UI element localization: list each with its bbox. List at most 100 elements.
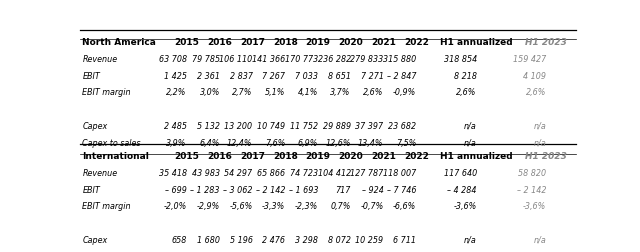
Text: 10 259: 10 259: [355, 235, 383, 244]
Text: 79 785: 79 785: [192, 55, 220, 64]
Text: -2,3%: -2,3%: [295, 202, 318, 211]
Text: 236 282: 236 282: [317, 55, 351, 64]
Text: 7,5%: 7,5%: [396, 138, 416, 147]
Text: International: International: [83, 152, 149, 161]
Text: 5 132: 5 132: [197, 121, 220, 130]
Text: 2021: 2021: [371, 152, 396, 161]
Text: n/a: n/a: [464, 138, 477, 147]
Text: 2018: 2018: [273, 38, 298, 47]
Text: Revenue: Revenue: [83, 168, 118, 177]
Text: -2,9%: -2,9%: [196, 202, 220, 211]
Text: 12,4%: 12,4%: [227, 138, 253, 147]
Text: -3,3%: -3,3%: [262, 202, 285, 211]
Text: EBIT: EBIT: [83, 185, 100, 194]
Text: 7 271: 7 271: [360, 71, 383, 80]
Text: 2 476: 2 476: [262, 235, 285, 244]
Text: EBIT margin: EBIT margin: [83, 88, 131, 97]
Text: n/a: n/a: [534, 235, 547, 244]
Text: – 7 746: – 7 746: [387, 185, 416, 194]
Text: 7 267: 7 267: [262, 71, 285, 80]
Text: 2,6%: 2,6%: [363, 88, 383, 97]
Text: 315 880: 315 880: [383, 55, 416, 64]
Text: 74 723: 74 723: [290, 168, 318, 177]
Text: 0,7%: 0,7%: [330, 202, 351, 211]
Text: 13 200: 13 200: [225, 121, 253, 130]
Text: – 699: – 699: [164, 185, 187, 194]
Text: 2019: 2019: [305, 152, 331, 161]
Text: 2020: 2020: [339, 38, 363, 47]
Text: 6 711: 6 711: [394, 235, 416, 244]
Text: 7 033: 7 033: [295, 71, 318, 80]
Text: 3,9%: 3,9%: [166, 138, 187, 147]
Text: 318 854: 318 854: [444, 55, 477, 64]
Text: 2021: 2021: [371, 38, 396, 47]
Text: n/a: n/a: [464, 235, 477, 244]
Text: 3,0%: 3,0%: [200, 88, 220, 97]
Text: 2019: 2019: [305, 38, 331, 47]
Text: 12,6%: 12,6%: [325, 138, 351, 147]
Text: 2 361: 2 361: [197, 71, 220, 80]
Text: 2020: 2020: [339, 152, 363, 161]
Text: 54 297: 54 297: [225, 168, 253, 177]
Text: 6,9%: 6,9%: [298, 138, 318, 147]
Text: 5 196: 5 196: [230, 235, 253, 244]
Text: 43 983: 43 983: [192, 168, 220, 177]
Text: Capex to sales: Capex to sales: [83, 138, 141, 147]
Text: – 1 693: – 1 693: [289, 185, 318, 194]
Text: 29 889: 29 889: [323, 121, 351, 130]
Text: 2015: 2015: [174, 152, 199, 161]
Text: 2 837: 2 837: [230, 71, 253, 80]
Text: 4 109: 4 109: [524, 71, 547, 80]
Text: 8 218: 8 218: [454, 71, 477, 80]
Text: -0,7%: -0,7%: [360, 202, 383, 211]
Text: 117 640: 117 640: [444, 168, 477, 177]
Text: EBIT margin: EBIT margin: [83, 202, 131, 211]
Text: 6,4%: 6,4%: [200, 138, 220, 147]
Text: n/a: n/a: [534, 138, 547, 147]
Text: 104 412: 104 412: [317, 168, 351, 177]
Text: 8 651: 8 651: [328, 71, 351, 80]
Text: n/a: n/a: [464, 121, 477, 130]
Text: 170 773: 170 773: [285, 55, 318, 64]
Text: 127 787: 127 787: [350, 168, 383, 177]
Text: -3,6%: -3,6%: [454, 202, 477, 211]
Text: -2,0%: -2,0%: [163, 202, 187, 211]
Text: 5,1%: 5,1%: [265, 88, 285, 97]
Text: – 1 283: – 1 283: [190, 185, 220, 194]
Text: 2015: 2015: [174, 38, 199, 47]
Text: 13,4%: 13,4%: [358, 138, 383, 147]
Text: 65 866: 65 866: [257, 168, 285, 177]
Text: 658: 658: [172, 235, 187, 244]
Text: H1 2023: H1 2023: [525, 152, 567, 161]
Text: 2,6%: 2,6%: [456, 88, 477, 97]
Text: 2022: 2022: [404, 38, 429, 47]
Text: 11 752: 11 752: [290, 121, 318, 130]
Text: -0,9%: -0,9%: [393, 88, 416, 97]
Text: Capex: Capex: [83, 235, 108, 244]
Text: – 2 142: – 2 142: [256, 185, 285, 194]
Text: 58 820: 58 820: [518, 168, 547, 177]
Text: 279 833: 279 833: [350, 55, 383, 64]
Text: – 4 284: – 4 284: [447, 185, 477, 194]
Text: 3,7%: 3,7%: [330, 88, 351, 97]
Text: 2017: 2017: [240, 38, 265, 47]
Text: 2,2%: 2,2%: [166, 88, 187, 97]
Text: H1 annualized: H1 annualized: [440, 38, 513, 47]
Text: -3,6%: -3,6%: [523, 202, 547, 211]
Text: 141 366: 141 366: [252, 55, 285, 64]
Text: 63 708: 63 708: [159, 55, 187, 64]
Text: 1 425: 1 425: [164, 71, 187, 80]
Text: H1 annualized: H1 annualized: [440, 152, 513, 161]
Text: – 2 142: – 2 142: [516, 185, 547, 194]
Text: 8 072: 8 072: [328, 235, 351, 244]
Text: 2 485: 2 485: [164, 121, 187, 130]
Text: 2,6%: 2,6%: [526, 88, 547, 97]
Text: 159 427: 159 427: [513, 55, 547, 64]
Text: 2017: 2017: [240, 152, 265, 161]
Text: 7,6%: 7,6%: [265, 138, 285, 147]
Text: -5,6%: -5,6%: [229, 202, 253, 211]
Text: n/a: n/a: [534, 121, 547, 130]
Text: – 924: – 924: [362, 185, 383, 194]
Text: 106 110: 106 110: [220, 55, 253, 64]
Text: -6,6%: -6,6%: [393, 202, 416, 211]
